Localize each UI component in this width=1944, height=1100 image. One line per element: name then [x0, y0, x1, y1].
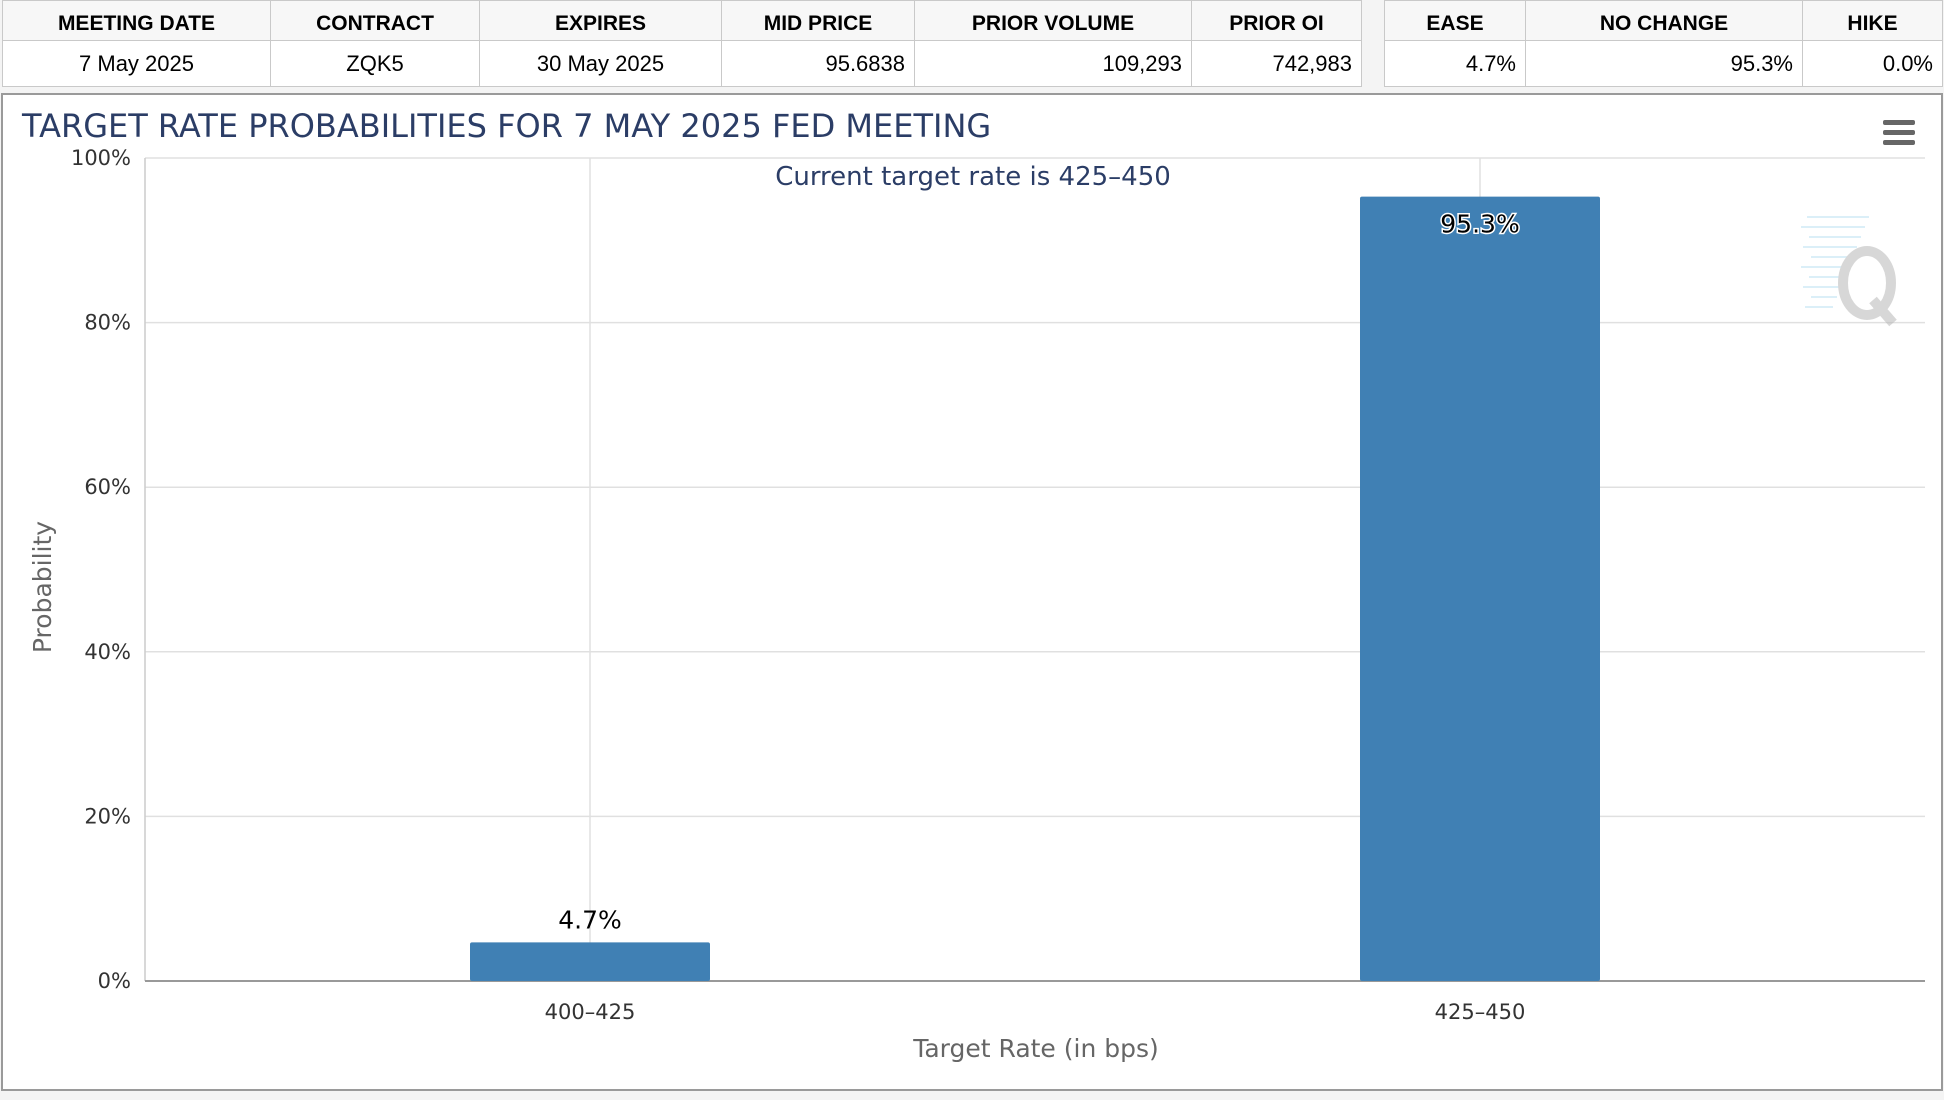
y-tick-label: 100% — [71, 146, 131, 170]
header-prior-volume: PRIOR VOLUME — [914, 0, 1192, 41]
cell-hike: 0.0% — [1802, 40, 1943, 87]
data-label: 95.3% — [1440, 210, 1519, 239]
cell-ease: 4.7% — [1384, 40, 1526, 87]
cell-mid-price: 95.6838 — [721, 40, 915, 87]
table-row: 7 May 2025 ZQK5 30 May 2025 95.6838 109,… — [2, 40, 1362, 87]
x-tick-label: 425–450 — [1435, 1000, 1526, 1024]
cell-no-change: 95.3% — [1525, 40, 1803, 87]
y-tick-label: 40% — [84, 640, 131, 664]
chart-panel: 0% 20% 40% 60% 80% 100% 400–425 4.7% 425–450 95.3… — [1, 93, 1943, 1091]
contract-table: MEETING DATE CONTRACT EXPIRES MID PRICE … — [2, 0, 1362, 87]
x-axis-title: Target Rate (in bps) — [912, 1034, 1159, 1063]
x-tick-label: 400–425 — [545, 1000, 636, 1024]
cell-meeting-date: 7 May 2025 — [2, 40, 271, 87]
y-tick-label: 20% — [84, 804, 131, 828]
table-divider — [1361, 0, 1362, 86]
chart-title: TARGET RATE PROBABILITIES FOR 7 MAY 2025… — [21, 107, 991, 145]
bar-layer — [470, 196, 1600, 981]
cell-expires: 30 May 2025 — [479, 40, 722, 87]
header-contract: CONTRACT — [270, 0, 480, 41]
header-meeting-date: MEETING DATE — [2, 0, 271, 41]
header-no-change: NO CHANGE — [1525, 0, 1803, 41]
y-tick-label: 0% — [98, 969, 131, 993]
q-logo-watermark — [1801, 216, 1897, 327]
probability-table: EASE NO CHANGE HIKE 4.7% 95.3% 0.0% — [1384, 0, 1943, 87]
data-label: 4.7% — [558, 905, 622, 934]
label-layer: 0% 20% 40% 60% 80% 100% 400–425 4.7% 425–450 95.3… — [71, 146, 1525, 1024]
table-row: 4.7% 95.3% 0.0% — [1384, 40, 1943, 87]
y-tick-label: 60% — [84, 475, 131, 499]
header-hike: HIKE — [1802, 0, 1943, 41]
cell-prior-volume: 109,293 — [914, 40, 1192, 87]
y-tick-label: 80% — [84, 311, 131, 335]
chart-svg: 0% 20% 40% 60% 80% 100% 400–425 4.7% 425–450 95.3… — [21, 107, 1925, 1063]
bar[interactable] — [470, 942, 710, 981]
chart-subtitle: Current target rate is 425–450 — [775, 162, 1171, 192]
grid-layer — [144, 157, 1925, 982]
probability-table-header-row: EASE NO CHANGE HIKE — [1384, 0, 1943, 41]
header-ease: EASE — [1384, 0, 1526, 41]
contract-table-header-row: MEETING DATE CONTRACT EXPIRES MID PRICE … — [2, 0, 1362, 41]
header-prior-oi: PRIOR OI — [1191, 0, 1362, 41]
y-axis-title: Probability — [28, 521, 57, 653]
bar[interactable] — [1360, 196, 1600, 981]
cell-prior-oi: 742,983 — [1191, 40, 1362, 87]
cell-contract: ZQK5 — [270, 40, 480, 87]
header-expires: EXPIRES — [479, 0, 722, 41]
header-mid-price: MID PRICE — [721, 0, 915, 41]
hamburger-menu-icon[interactable] — [1877, 115, 1917, 151]
